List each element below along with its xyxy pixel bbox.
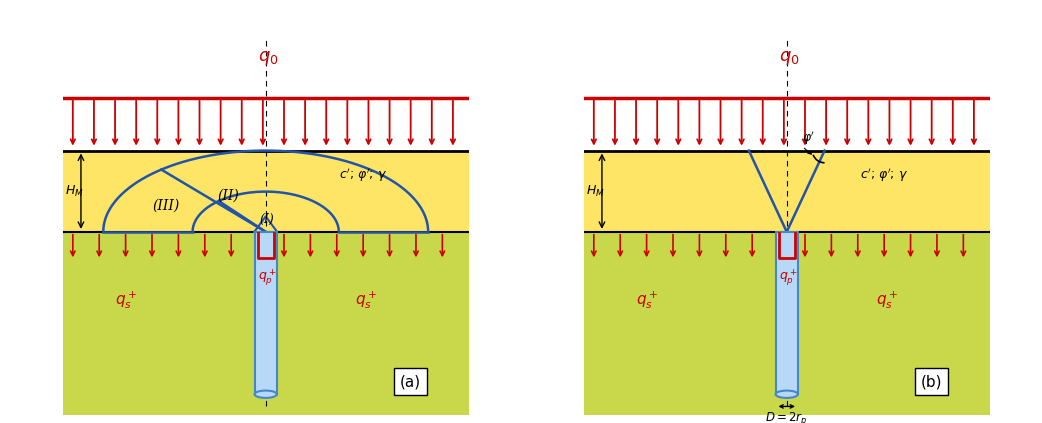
Text: $q_0$: $q_0$ <box>778 49 799 67</box>
Bar <box>254 232 277 394</box>
Text: (II): (II) <box>217 188 239 202</box>
Text: $D = 2r_p$: $D = 2r_p$ <box>766 410 808 423</box>
Text: $q_s^+$: $q_s^+$ <box>116 290 138 311</box>
Text: $c'$; $\varphi'$; $\gamma$: $c'$; $\varphi'$; $\gamma$ <box>860 167 908 184</box>
Text: $c'$; $\varphi'$; $\gamma$: $c'$; $\varphi'$; $\gamma$ <box>339 167 387 184</box>
Text: $q_p^+$: $q_p^+$ <box>257 268 276 288</box>
Bar <box>584 232 990 415</box>
Text: $q_s^+$: $q_s^+$ <box>876 290 898 311</box>
Bar <box>63 151 469 232</box>
Text: $q_0$: $q_0$ <box>257 49 278 67</box>
Bar <box>63 232 469 415</box>
Text: (III): (III) <box>152 198 179 212</box>
Text: $q_s^+$: $q_s^+$ <box>637 290 659 311</box>
Bar <box>584 151 990 232</box>
Text: $\varphi'$: $\varphi'$ <box>802 130 815 148</box>
Text: $q_s^+$: $q_s^+$ <box>355 290 377 311</box>
Text: $H_M$: $H_M$ <box>65 184 83 199</box>
Text: (a): (a) <box>400 374 421 389</box>
Text: $q_p^+$: $q_p^+$ <box>778 268 797 288</box>
Ellipse shape <box>775 390 798 398</box>
Text: (I): (I) <box>259 213 274 226</box>
Bar <box>775 232 798 394</box>
Ellipse shape <box>254 390 277 398</box>
Text: (b): (b) <box>921 374 942 389</box>
Text: $H_M$: $H_M$ <box>586 184 604 199</box>
